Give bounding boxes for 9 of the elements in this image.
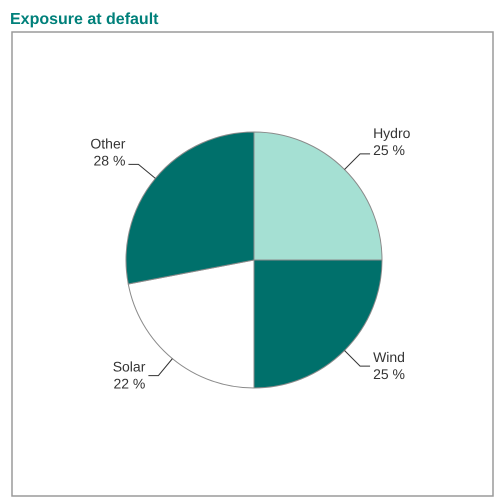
slice-label: Hydro (373, 124, 411, 141)
data-label: 22 % (113, 376, 146, 392)
chart-title: Exposure at default (10, 11, 160, 28)
slice-label: Solar (112, 358, 146, 375)
slice-label: Other (90, 135, 126, 152)
slice-label: Wind (373, 349, 405, 366)
data-label: 25 % (373, 142, 405, 158)
data-label: 28 % (94, 152, 126, 168)
data-label: 25 % (373, 366, 405, 382)
